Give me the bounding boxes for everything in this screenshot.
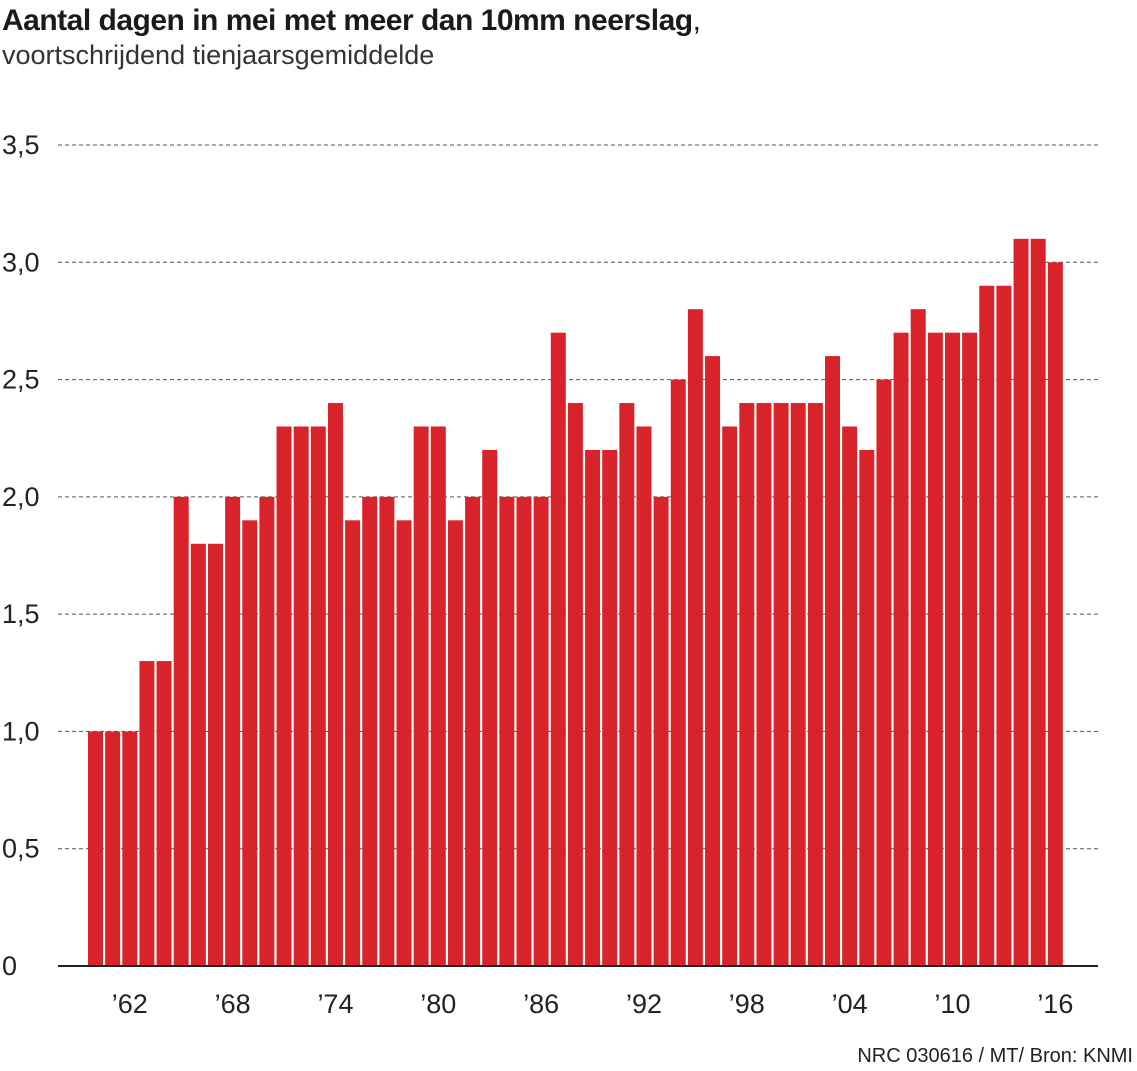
chart-subtitle: voortschrijdend tienjaarsgemiddelde: [2, 40, 435, 70]
y-tick-label: 2,5: [2, 365, 40, 395]
bar-1993: [653, 496, 669, 966]
x-tick-label: ’16: [1037, 989, 1073, 1019]
bar-2013: [996, 285, 1012, 966]
bar-1967: [207, 543, 223, 966]
bar-1961: [105, 731, 121, 966]
x-tick-label: ’92: [626, 989, 662, 1019]
x-tick-label: ’80: [420, 989, 456, 1019]
bar-1996: [705, 356, 721, 966]
bar-2014: [1013, 238, 1029, 966]
bar-1973: [310, 426, 326, 966]
bar-1978: [396, 520, 412, 966]
bar-1968: [225, 496, 241, 966]
bar-2008: [910, 309, 926, 966]
bar-1965: [173, 496, 189, 966]
bar-1969: [242, 520, 258, 966]
bar-1982: [465, 496, 481, 966]
bar-1990: [602, 449, 618, 966]
bar-1994: [670, 379, 686, 966]
bar-2009: [927, 332, 943, 966]
x-tick-label: ’74: [317, 989, 353, 1019]
y-tick-label: 0: [2, 951, 17, 981]
bar-1991: [619, 403, 635, 966]
bar-1988: [567, 403, 583, 966]
bar-1979: [413, 426, 429, 966]
bar-1970: [259, 496, 275, 966]
bar-2010: [945, 332, 960, 966]
bar-1997: [722, 426, 738, 966]
bar-1989: [585, 449, 601, 966]
x-tick-label: ’68: [215, 989, 251, 1019]
bar-1960: [88, 731, 103, 966]
x-tick-label: ’62: [112, 989, 148, 1019]
x-tick-label: ’86: [523, 989, 559, 1019]
bar-1977: [379, 496, 395, 966]
bar-1987: [550, 332, 566, 966]
chart-title-comma: ,: [692, 4, 701, 37]
bar-1964: [156, 661, 172, 966]
bar-2005: [859, 449, 875, 966]
bar-1972: [293, 426, 309, 966]
bar-2000: [773, 403, 789, 966]
bar-1984: [499, 496, 515, 966]
bar-1983: [482, 449, 498, 966]
chart-title: Aantal dagen in mei met meer dan 10mm ne…: [2, 4, 701, 38]
bar-2015: [1030, 238, 1046, 966]
bar-2007: [893, 332, 909, 966]
bar-1981: [447, 520, 463, 966]
bar-1986: [533, 496, 549, 966]
y-tick-label: 3,0: [2, 247, 40, 277]
bar-2003: [825, 356, 841, 966]
bar-2012: [979, 285, 995, 966]
y-tick-label: 0,5: [2, 834, 40, 864]
y-axis-ticks: 0 0,5 1,0 1,5 2,0 2,5 3,0 3,5: [2, 130, 40, 981]
bar-1962: [122, 731, 138, 966]
y-tick-label: 3,5: [2, 130, 40, 160]
bar-1999: [756, 403, 772, 966]
bar-2006: [876, 379, 892, 966]
bar-1975: [345, 520, 361, 966]
bar-1963: [139, 661, 155, 966]
bar-2016: [1047, 262, 1063, 966]
bar-1998: [739, 403, 755, 966]
y-tick-label: 1,0: [2, 716, 40, 746]
x-tick-label: ’98: [729, 989, 765, 1019]
bar-1992: [636, 426, 652, 966]
x-tick-label: ’10: [934, 989, 970, 1019]
bar-1971: [276, 426, 292, 966]
y-tick-label: 2,0: [2, 482, 40, 512]
chart-title-text: Aantal dagen in mei met meer dan 10mm ne…: [2, 4, 693, 37]
bar-1974: [327, 403, 343, 966]
bar-1995: [687, 309, 703, 966]
bar-2011: [962, 332, 978, 966]
source-credit: NRC 030616 / MT/ Bron: KNMI: [857, 1045, 1133, 1067]
y-tick-label: 1,5: [2, 599, 40, 629]
bar-1976: [362, 496, 378, 966]
bar-1966: [190, 543, 206, 966]
x-axis-ticks: ’62 ’68 ’74 ’80 ’86 ’92 ’98 ’04 ’10 ’16: [112, 989, 1074, 1019]
bar-1980: [430, 426, 446, 966]
bar-1985: [516, 496, 532, 966]
x-tick-label: ’04: [832, 989, 868, 1019]
bar-2002: [807, 403, 823, 966]
bar-2004: [842, 426, 858, 966]
bar-2001: [790, 403, 806, 966]
bars: [88, 238, 1063, 966]
